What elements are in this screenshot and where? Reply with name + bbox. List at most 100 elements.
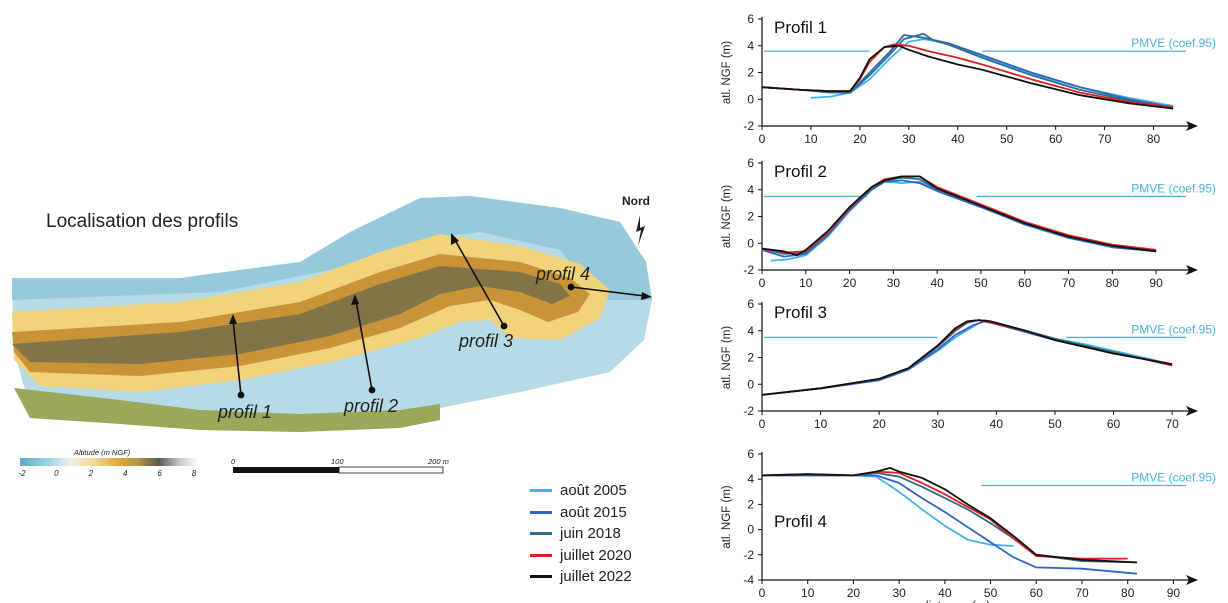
x-tick-label: 70 [1165,417,1179,431]
colorbar-tick: 2 [88,469,94,478]
x-tick-label: 50 [974,276,988,290]
x-tick-label: 40 [990,417,1004,431]
x-tick-label: 0 [759,417,766,431]
series-line [761,175,1157,257]
y-tick-label: 6 [747,297,754,311]
legend-swatch [530,510,552,514]
colorbar-title: Altitude (m NGF) [73,448,131,457]
y-tick-label: 2 [747,210,754,224]
north-label: Nord [622,194,650,208]
scalebar-tick-100: 100 [331,457,344,466]
pmve-label: PMVE (coef.95) [1131,322,1216,336]
y-tick-label: 4 [747,472,754,486]
x-tick-label: 60 [1049,132,1063,146]
legend-item: juillet 2022 [530,566,700,588]
legend-label: juillet 2022 [560,568,632,586]
x-tick-label: 80 [1147,132,1161,146]
x-axis-label: distance (m) [922,599,991,603]
x-tick-label: 40 [951,132,965,146]
x-tick-label: 40 [930,276,944,290]
colorbar-tick: -2 [18,469,26,478]
series-line [761,179,1157,258]
x-tick-label: 10 [814,417,828,431]
x-tick-label: 70 [1098,132,1112,146]
colorbar-tick: 4 [123,469,128,478]
profile-location-map: Localisation des profils Nord profil 1 p… [12,194,652,478]
colorbar-tick: 6 [157,469,162,478]
y-tick-label: 0 [747,523,754,537]
legend: août 2005 août 2015 juin 2018 juillet 20… [530,480,700,588]
y-axis-label: atl. NGF (m) [721,485,733,548]
legend-label: août 2015 [560,503,627,521]
profile-label-2: profil 2 [343,396,398,416]
series-line [761,467,1137,564]
legend-swatch [530,575,552,579]
terrain-dune-top [12,266,570,364]
x-tick-label: 0 [759,586,766,600]
y-tick-label: 4 [747,183,754,197]
x-tick-label: 80 [1106,276,1120,290]
legend-swatch [530,553,552,557]
y-tick-label: -2 [743,263,754,277]
terrain-cliff-base [14,388,440,432]
x-tick-label: 50 [984,586,998,600]
chart-title: Profil 2 [774,162,827,181]
profile-label-1: profil 1 [217,402,272,422]
legend-item: août 2015 [530,502,700,524]
y-tick-label: 4 [747,324,754,338]
x-tick-label: 30 [887,276,901,290]
x-tick-label: 70 [1075,586,1089,600]
scalebar-tick-0: 0 [231,457,236,466]
y-axis-label: atl. NGF (m) [721,326,733,389]
legend-swatch [530,489,552,493]
series-line [761,319,1173,396]
series-line [761,319,1173,396]
y-tick-label: 0 [747,92,754,106]
profile-label-3: profil 3 [458,331,513,351]
y-tick-label: 6 [747,12,754,26]
series-line [770,180,1157,262]
y-tick-label: 2 [747,66,754,80]
x-tick-label: 10 [804,132,818,146]
colorbar-tick: 8 [192,469,197,478]
y-tick-label: 6 [747,447,754,461]
chart-title: Profil 1 [774,18,827,37]
x-axis-arrow-icon [1186,265,1198,275]
y-tick-label: 6 [747,156,754,170]
pmve-label: PMVE (coef.95) [1131,181,1216,195]
legend-label: août 2005 [560,482,627,500]
series-line [761,320,1173,396]
y-tick-label: -2 [743,119,754,133]
x-tick-label: 50 [1000,132,1014,146]
x-tick-label: 70 [1062,276,1076,290]
x-tick-label: 30 [892,586,906,600]
y-tick-label: -2 [743,548,754,562]
y-tick-label: 2 [747,497,754,511]
y-axis-label: atl. NGF (m) [721,41,733,104]
x-tick-label: 0 [759,132,766,146]
y-tick-label: 0 [747,377,754,391]
legend-item: juin 2018 [530,523,700,545]
legend-swatch [530,532,552,536]
y-tick-label: -4 [743,573,754,587]
x-tick-label: 20 [873,417,887,431]
legend-item: juillet 2020 [530,545,700,567]
profile-label-4: profil 4 [535,264,590,284]
x-axis-arrow-icon [1186,575,1198,585]
colorbar-tick: 0 [54,469,59,478]
x-tick-label: 80 [1121,586,1135,600]
y-tick-label: 0 [747,236,754,250]
x-tick-label: 20 [853,132,867,146]
pmve-label: PMVE (coef.95) [1131,36,1216,50]
x-tick-label: 60 [1018,276,1032,290]
terrain-north [12,196,652,300]
chart-title: Profil 3 [774,303,827,322]
colorbar [20,458,198,466]
scalebar-white [338,466,444,474]
x-tick-label: 10 [801,586,815,600]
y-tick-label: -2 [743,404,754,418]
x-tick-label: 40 [938,586,952,600]
